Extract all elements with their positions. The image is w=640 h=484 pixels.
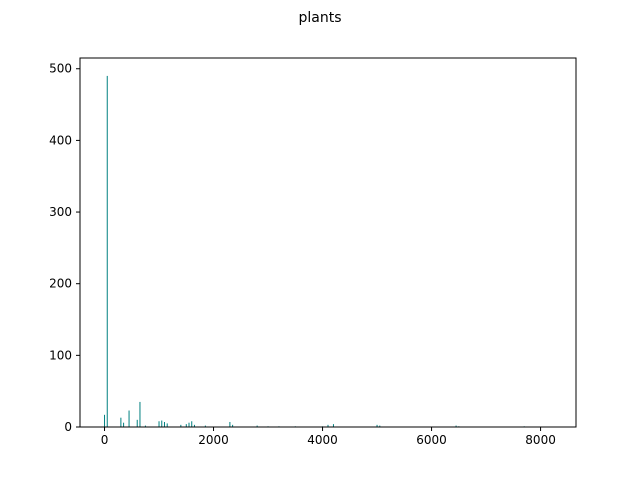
axes-frame — [79, 57, 577, 428]
bar — [106, 75, 108, 427]
bar — [256, 425, 258, 427]
chart-title: plants — [298, 10, 341, 26]
bar — [180, 424, 182, 427]
bar — [163, 421, 165, 427]
y-axis: 0 100 200 300 400 500 — [49, 62, 80, 434]
y-tick-label: 100 — [49, 348, 72, 362]
bar — [136, 419, 138, 427]
x-tick-label: 0 — [101, 433, 109, 447]
bar — [104, 414, 106, 427]
x-tick-label: 4000 — [307, 433, 338, 447]
bar — [158, 421, 160, 427]
bar — [204, 425, 206, 427]
x-tick-label: 8000 — [525, 433, 556, 447]
bar — [188, 422, 190, 427]
y-tick-label: 0 — [64, 420, 72, 434]
x-tick-label: 6000 — [416, 433, 447, 447]
x-axis: 0 2000 4000 6000 8000 — [101, 427, 556, 447]
bars-group — [104, 75, 525, 427]
y-tick-label: 500 — [49, 62, 72, 76]
bar — [161, 420, 163, 427]
x-tick-label: 2000 — [198, 433, 229, 447]
y-tick-label: 300 — [49, 205, 72, 219]
bar — [120, 417, 122, 427]
bar — [166, 423, 168, 427]
bar — [232, 424, 234, 427]
bar — [327, 424, 329, 427]
bar — [123, 422, 125, 427]
bar — [144, 425, 146, 427]
bar — [229, 421, 231, 427]
bar — [332, 424, 334, 427]
bar — [379, 425, 381, 427]
bar — [139, 401, 141, 427]
bar — [185, 424, 187, 427]
bar — [376, 424, 378, 427]
bar — [193, 424, 195, 427]
bar — [128, 410, 130, 427]
bar — [191, 421, 193, 427]
y-tick-label: 200 — [49, 277, 72, 291]
bar — [455, 425, 457, 427]
y-tick-label: 400 — [49, 133, 72, 147]
